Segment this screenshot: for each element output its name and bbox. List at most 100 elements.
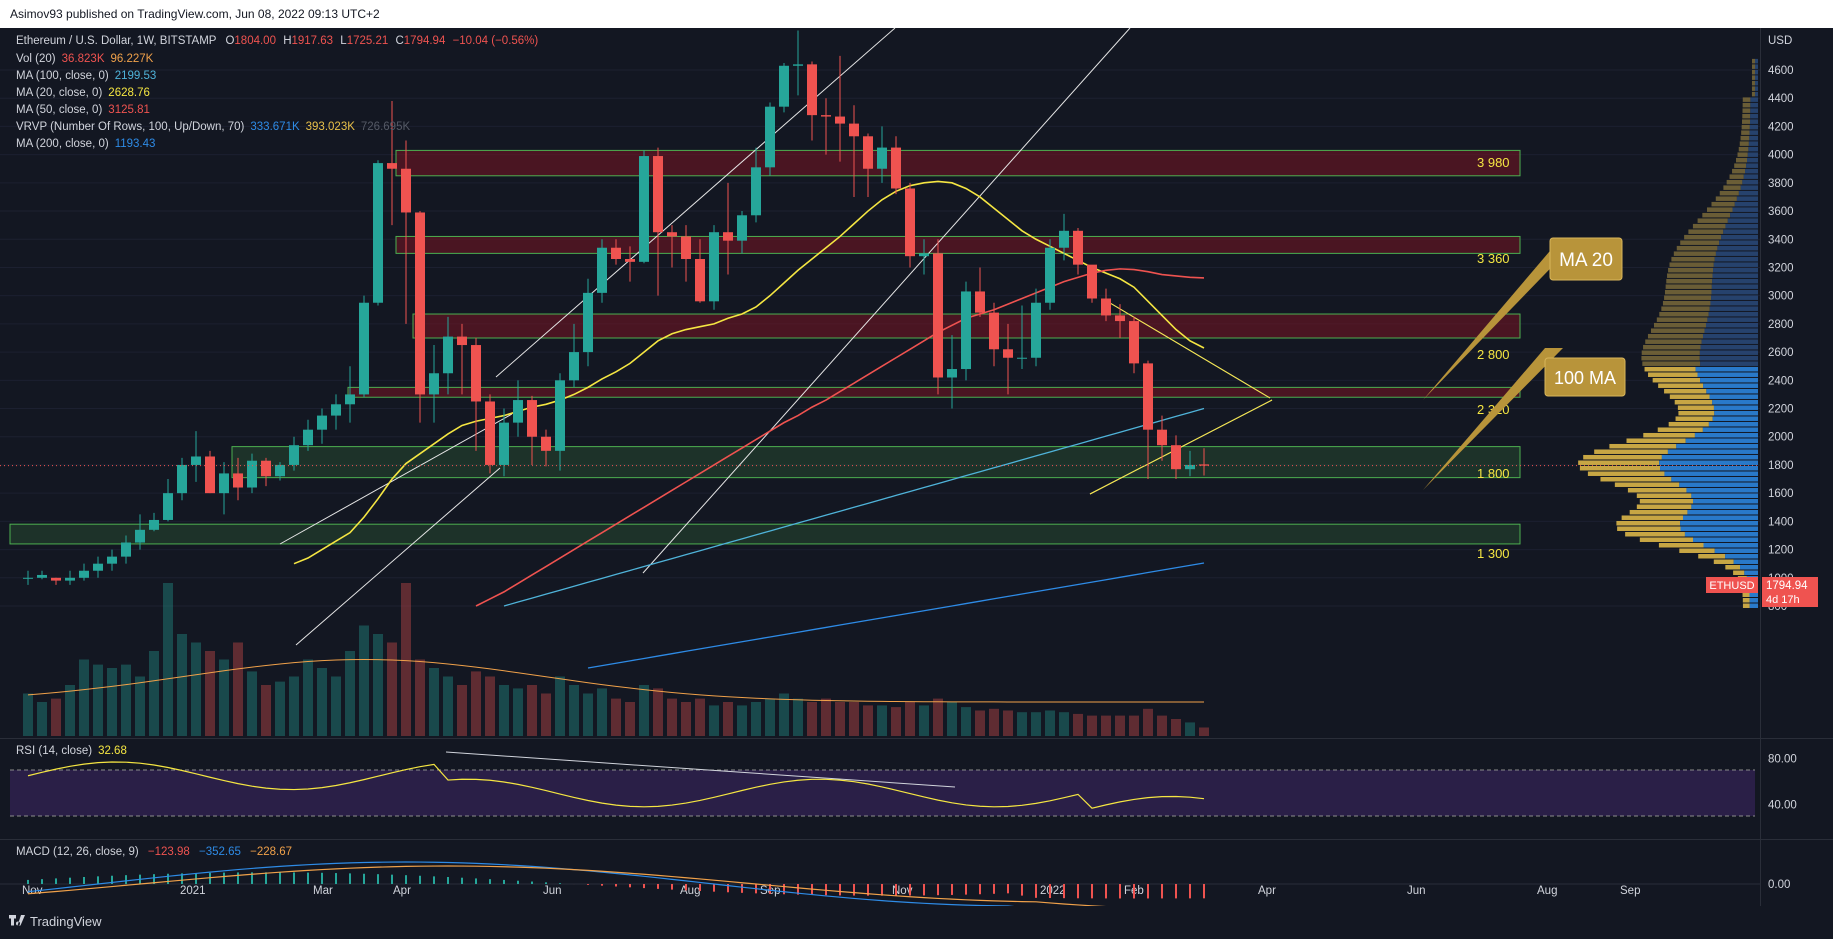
vrvp-down-bar: [1616, 520, 1681, 526]
volume-bar: [919, 705, 929, 736]
trend-line: [279, 413, 513, 545]
macd-hist-bar: [797, 884, 799, 895]
volume-bar: [779, 693, 789, 736]
candle-body: [807, 64, 817, 116]
candle-body: [765, 106, 775, 168]
vrvp-up-bar: [1754, 58, 1758, 64]
indicator-label: MA (20, close, 0): [16, 87, 102, 99]
macd-hist-bar: [55, 878, 57, 884]
time-tick-label: Apr: [1258, 885, 1276, 897]
macd-hist-bar: [517, 880, 519, 884]
volume-bar: [135, 676, 145, 736]
volume-bar: [737, 705, 747, 736]
candle: [219, 462, 229, 515]
macd-legend: MACD (12, 26, close, 9) −123.98 −352.65 …: [16, 846, 292, 858]
indicator-label: VRVP (Number Of Rows, 100, Up/Down, 70): [16, 121, 245, 133]
vrvp-up-bar: [1710, 300, 1758, 306]
candle-body: [219, 473, 229, 494]
chart-canvas[interactable]: 4600 4400 4200 4000 3800 3600 3400 3200 3000 2800…: [0, 28, 1833, 906]
macd-hist-bar: [839, 884, 841, 896]
time-tick-label: Nov: [892, 885, 913, 897]
vrvp-up-bar: [1699, 355, 1758, 361]
vrvp-up-bar: [1732, 207, 1758, 212]
macd-label: MACD (12, 26, close, 9): [16, 846, 139, 858]
macd-hist-bar: [559, 883, 561, 884]
vrvp-down-bar: [1702, 212, 1731, 218]
vrvp-down-bar: [1642, 361, 1701, 366]
candle: [975, 267, 985, 317]
candle-body: [261, 460, 271, 477]
vrvp-down-bar: [1671, 256, 1715, 262]
volume-bar: [1101, 715, 1111, 736]
trend-line: [495, 28, 896, 378]
vrvp-up-bar: [1754, 86, 1758, 91]
volume-bar: [107, 668, 117, 736]
trend-line: [295, 467, 501, 646]
time-tick-label: Sep: [1620, 885, 1640, 897]
vrvp-down-bar: [1706, 207, 1733, 212]
volume-bar: [1143, 708, 1153, 736]
macd-hist-bar: [377, 874, 379, 884]
volume-bar: [37, 702, 47, 736]
vrvp-up-bar: [1691, 504, 1758, 509]
macd-value-macd: −352.65: [199, 846, 241, 858]
volume-bar: [597, 688, 607, 736]
macd-hist-bar: [181, 873, 183, 884]
vrvp-up-bar: [1707, 317, 1758, 322]
price-tick-label: 3600: [1768, 206, 1794, 218]
price-axis[interactable]: 4600 4400 4200 4000 3800 3600 3400 3200 3000 2800…: [1768, 65, 1794, 613]
volume-bar: [569, 685, 579, 736]
volume-bar: [527, 685, 537, 736]
candle-body: [653, 156, 663, 233]
macd-hist-bar: [405, 875, 407, 884]
volume-bar: [709, 705, 719, 736]
price-tick-label: 4200: [1768, 121, 1794, 133]
vrvp-up-bar: [1682, 515, 1758, 520]
volume-bar: [625, 702, 635, 736]
vrvp-up-bar: [1687, 509, 1758, 515]
candle: [723, 182, 733, 275]
candle: [891, 136, 901, 195]
vrvp-down-bar: [1732, 168, 1746, 174]
indicator-value: 3125.81: [108, 104, 150, 116]
vrvp-up-bar: [1749, 135, 1758, 141]
macd-hist-bar: [1091, 884, 1093, 899]
volume-profile: [1578, 58, 1758, 608]
vrvp-down-bar: [1644, 366, 1696, 372]
vrvp-down-bar: [1715, 196, 1737, 201]
candle-body: [709, 232, 719, 302]
vrvp-down-bar: [1684, 234, 1722, 240]
candle-body: [1073, 230, 1083, 265]
vrvp-down-bar: [1733, 570, 1745, 575]
candle: [387, 101, 397, 226]
candle-body: [1171, 445, 1181, 470]
vrvp-up-bar: [1659, 460, 1758, 465]
macd-hist-bar: [1119, 884, 1121, 899]
price-tick-label: 2800: [1768, 319, 1794, 331]
indicator-value: 333.671K: [250, 121, 300, 133]
vrvp-down-bar: [1583, 454, 1662, 460]
macd-hist-bar: [83, 876, 85, 884]
indicator-legend-row: MA (100, close, 0) 2199.53: [16, 70, 156, 82]
candles[interactable]: [0, 30, 1760, 585]
vrvp-down-bar: [1639, 498, 1693, 504]
macd-hist-bar: [923, 884, 925, 896]
zone-labels: 3 980 3 360 2 800 2 320 1 800 1 300: [1477, 155, 1510, 561]
vrvp-up-bar: [1725, 553, 1758, 559]
vrvp-down-bar: [1678, 410, 1715, 416]
vrvp-up-bar: [1705, 322, 1758, 328]
tradingview-brand[interactable]: TradingView: [30, 914, 102, 929]
indicator-label: MA (50, close, 0): [16, 104, 102, 116]
vrvp-up-bar: [1749, 592, 1758, 597]
vrvp-down-bar: [1625, 531, 1685, 537]
vrvp-down-bar: [1658, 383, 1704, 388]
price-tag-price: 1794.94: [1766, 580, 1808, 592]
price-tick-label: 4400: [1768, 93, 1794, 105]
vrvp-up-bar: [1754, 80, 1758, 86]
triangle-upper-line: [1104, 299, 1271, 399]
macd-value-hist: −123.98: [148, 846, 190, 858]
vrvp-down-bar: [1665, 284, 1712, 289]
legend-change: −10.04 (−0.56%): [453, 35, 539, 47]
volume-bar: [793, 698, 803, 736]
volume-bar: [1003, 710, 1013, 736]
